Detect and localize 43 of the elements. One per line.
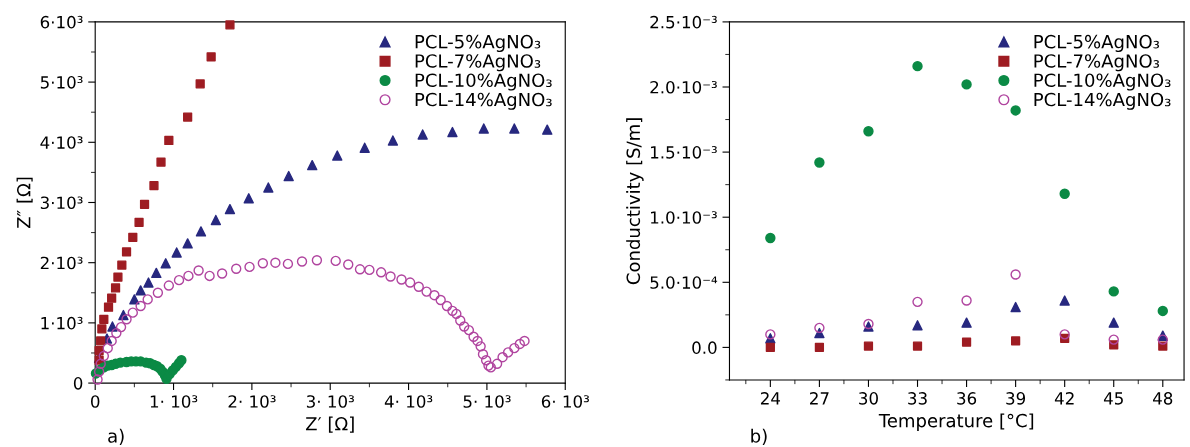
y-tick-label: 3·10³ bbox=[40, 196, 83, 210]
y-tick-label: 5·10³ bbox=[40, 76, 83, 89]
legend-label: PCL-14%AgNO₃ bbox=[415, 92, 552, 110]
x-tick-label: 2· 10³ bbox=[228, 395, 276, 408]
x-axis-title: Z′ [Ω] bbox=[305, 416, 354, 433]
y-tick-label: 5.0·10⁻⁴ bbox=[650, 276, 718, 289]
y-tick-label: 1·10³ bbox=[41, 316, 83, 330]
x-tick-label: 5· 10³ bbox=[463, 395, 511, 408]
x-tick-label: 3· 10³ bbox=[306, 395, 354, 408]
x-tick-label: 0 bbox=[91, 395, 100, 408]
x-tick-label: 27 bbox=[810, 392, 829, 405]
x-tick-label: 36 bbox=[957, 392, 977, 405]
x-tick-label: 42 bbox=[1054, 392, 1074, 405]
text: b) bbox=[751, 428, 767, 445]
y-tick-label: 1.0·10⁻³ bbox=[651, 211, 717, 224]
x-tick-label: 24 bbox=[760, 392, 781, 405]
legend-label: PCL-7%AgNO₃ bbox=[1034, 54, 1159, 72]
legend-label: PCL-5%AgNO₃ bbox=[415, 34, 541, 53]
x-tick-label: 1· 10³ bbox=[150, 395, 198, 408]
y-tick-label: 1.5·10⁻³ bbox=[651, 146, 717, 159]
y-tick-label: 2.0·10⁻³ bbox=[650, 80, 717, 94]
y-tick-label: 2·10³ bbox=[40, 256, 83, 270]
x-tick-label: 39 bbox=[1006, 392, 1026, 405]
legend-label: PCL-10%AgNO₃ bbox=[1034, 73, 1171, 91]
legend-label: PCL-10%AgNO₃ bbox=[415, 73, 552, 91]
legend-label: PCL-14%AgNO₃ bbox=[1034, 92, 1171, 110]
y-tick-label: 4·10³ bbox=[40, 136, 83, 149]
x-axis-title: Temperature [°C] bbox=[878, 413, 1034, 431]
x-tick-label: 33 bbox=[908, 392, 927, 405]
y-tick-label: 2.5·10⁻³ bbox=[650, 15, 717, 29]
legend-label: PCL-7%AgNO₃ bbox=[415, 54, 541, 72]
x-tick-label: 45 bbox=[1103, 392, 1123, 405]
y-tick-label: 0 bbox=[73, 377, 83, 390]
legend-label: PCL-5%AgNO₃ bbox=[1034, 34, 1159, 53]
y-axis-title: Z″ [Ω] bbox=[16, 177, 33, 229]
x-tick-label: 48 bbox=[1153, 392, 1173, 405]
y-tick-label: 6·10³ bbox=[40, 15, 83, 29]
text: a) bbox=[108, 428, 124, 445]
x-tick-label: 4· 10³ bbox=[384, 395, 433, 408]
y-tick-label: 0.0 bbox=[692, 341, 717, 354]
x-tick-label: 6· 10³ bbox=[541, 395, 589, 408]
x-tick-label: 30 bbox=[859, 392, 878, 405]
y-axis-title: Conductivity [S/m] bbox=[626, 118, 644, 285]
